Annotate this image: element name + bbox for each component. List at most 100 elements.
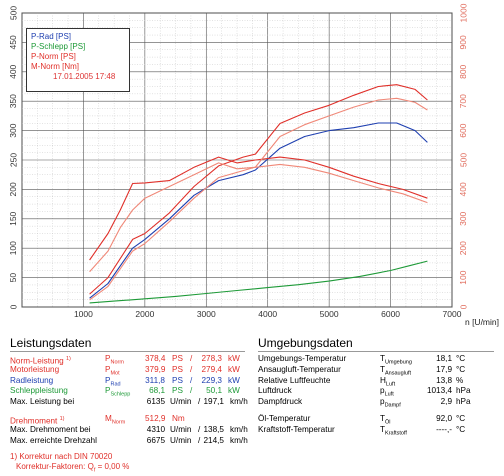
value-speed: 138,5: [203, 424, 225, 434]
symbol-sub: Umgebung: [385, 359, 412, 366]
unit: °C: [456, 424, 466, 434]
row-luftdruck: Luftdruck pLuft 1013,4 hPa: [258, 386, 498, 399]
separator: /: [190, 364, 193, 374]
unit-ps: PS: [172, 354, 183, 363]
value-kw: 279,4: [201, 364, 223, 374]
unit: %: [456, 375, 464, 385]
legend-p-schlepp: P-Schlepp [PS]: [31, 42, 86, 51]
correction-value: = 0,00 %: [95, 462, 130, 471]
footnote-mark: 1): [65, 356, 71, 362]
row-umgebungs-temperatur: Umgebungs-Temperatur TUmgebung 18,1 °C: [258, 354, 498, 366]
label: Motorleistung: [10, 364, 60, 374]
row-schleppleistung: Schleppleistung PSchlepp 68,1 PS / 50,1 …: [10, 386, 250, 399]
footnote-mark: 1): [59, 415, 65, 422]
umgebungsdaten-table: Umgebungs-Temperatur TUmgebung 18,1 °C A…: [258, 354, 498, 436]
leistungsdaten-table: Norm-Leistung 1) PNorm 378,4 PS / 278,3 …: [10, 354, 250, 446]
symbol: H: [380, 375, 386, 385]
correction-label: Korrektur-Faktoren: Q: [16, 462, 94, 471]
symbol-sub: Kraftstoff: [385, 430, 407, 437]
value-rpm: 6675: [146, 435, 165, 445]
value-rpm: 6135: [146, 397, 165, 407]
value: ----,-: [436, 424, 452, 434]
value-kw: 229,3: [201, 375, 223, 385]
value: 17,9: [436, 364, 452, 374]
unit-nm: Nm: [172, 413, 185, 423]
separator: /: [198, 397, 201, 407]
footnote-line2: Korrektur-Faktoren: Qf = 0,00 %: [10, 462, 129, 476]
x-tick-label: 2000: [135, 309, 154, 319]
y-right-tick-label: 300: [458, 211, 468, 225]
footnote: 1) Korrektur nach DIN 70020 Korrektur-Fa…: [10, 452, 129, 476]
label: Max. Drehmoment bei: [10, 424, 91, 434]
chart-legend: P-Rad [PS] P-Schlepp [PS] P-Norm [PS] M-…: [26, 28, 130, 92]
separator: /: [198, 435, 201, 445]
label: Max. erreichte Drehzahl: [10, 435, 97, 445]
value: 18,1: [436, 354, 452, 363]
power-torque-chart: 0501001502002503003504004505000100200300…: [8, 3, 499, 327]
unit: °C: [456, 354, 466, 363]
y-left-tick-label: 100: [8, 241, 18, 255]
x-tick-label: 5000: [320, 309, 339, 319]
value: 2,9: [440, 397, 452, 407]
unit: °C: [456, 364, 466, 374]
unit-ps: PS: [172, 364, 183, 374]
value-ps: 68,1: [149, 386, 165, 396]
y-right-tick-label: 200: [458, 241, 468, 255]
value-ps: 379,9: [145, 364, 166, 374]
y-left-tick-label: 500: [8, 6, 18, 20]
separator: /: [190, 375, 193, 385]
unit: hPa: [456, 397, 471, 407]
row-norm-leistung: Norm-Leistung 1) PNorm 378,4 PS / 278,3 …: [10, 354, 250, 366]
symbol-sub: Schlepp: [110, 392, 131, 399]
y-left-tick-label: 200: [8, 182, 18, 196]
y-right-tick-label: 800: [458, 64, 468, 78]
row-oel-temperatur: Öl-Temperatur TÖl 92,0 °C: [258, 413, 498, 426]
symbol-sub: Norm: [110, 359, 124, 366]
label: Relative Luftfeuchte: [258, 375, 331, 385]
row-kraftstoff-temperatur: Kraftstoff-Temperatur TKraftstoff ----,-…: [258, 424, 498, 437]
x-tick-label: 3000: [197, 309, 216, 319]
legend-m-norm: M-Norm [Nm]: [31, 62, 79, 71]
legend-date: 17.01.2005 17:48: [53, 72, 116, 81]
symbol-sub: Luft: [385, 381, 396, 388]
y-left-tick-label: 350: [8, 94, 18, 108]
label: Dampfdruck: [258, 397, 303, 407]
value-kw: 278,3: [201, 354, 223, 363]
value-kw: 50,1: [206, 386, 222, 396]
symbol-sub: Luft: [384, 392, 394, 399]
legend-p-norm: P-Norm [PS]: [31, 52, 76, 61]
value: 92,0: [436, 413, 452, 423]
symbol-sub: Ansaugluft: [385, 370, 412, 377]
label: Schleppleistung: [10, 386, 68, 396]
y-right-tick-label: 0: [458, 304, 468, 309]
value: 1013,4: [426, 386, 452, 396]
separator: /: [198, 424, 201, 434]
x-tick-label: 4000: [258, 309, 277, 319]
symbol: T: [380, 364, 386, 374]
label: Kraftstoff-Temperatur: [258, 424, 335, 434]
y-right-tick-label: 500: [458, 153, 468, 167]
y-left-tick-label: 250: [8, 153, 18, 167]
symbol: P: [105, 386, 111, 396]
row-max-leistung-bei: Max. Leistung bei 6135 U/min / 197,1 km/…: [10, 397, 250, 408]
label: Norm-Leistung: [10, 356, 64, 366]
value: 13,8: [436, 375, 452, 385]
y-left-tick-label: 0: [8, 304, 18, 309]
value-nm: 512,9: [145, 413, 166, 423]
unit-speed: km/h: [230, 424, 248, 434]
separator: /: [190, 386, 193, 396]
symbol-sub: Dampf: [384, 402, 401, 409]
unit: °C: [456, 413, 466, 423]
unit-speed: km/h: [230, 435, 248, 445]
y-right-tick-label: 1000: [458, 3, 468, 22]
row-motorleistung: Motorleistung PMot 379,9 PS / 279,4 kW: [10, 364, 250, 377]
unit-ps: PS: [172, 375, 183, 385]
leistungsdaten-title: Leistungsdaten: [10, 336, 92, 350]
row-max-drehmoment-bei: Max. Drehmoment bei 4310 U/min / 138,5 k…: [10, 425, 250, 436]
row-max-drehzahl: Max. erreichte Drehzahl 6675 U/min / 214…: [10, 436, 250, 447]
symbol: P: [105, 364, 111, 374]
symbol: P: [105, 375, 111, 385]
umgebungsdaten-title: Umgebungsdaten: [258, 336, 353, 350]
unit-ps: PS: [172, 386, 183, 396]
symbol: T: [380, 354, 386, 363]
